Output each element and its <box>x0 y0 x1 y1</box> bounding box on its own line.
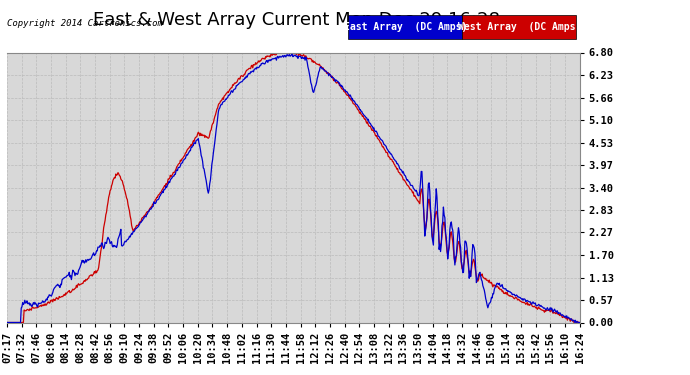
Text: East Array  (DC Amps): East Array (DC Amps) <box>344 22 467 32</box>
Text: East & West Array Current Mon Dec 29 16:28: East & West Array Current Mon Dec 29 16:… <box>93 11 500 29</box>
Text: West Array  (DC Amps): West Array (DC Amps) <box>457 22 581 32</box>
Text: Copyright 2014 Cartronics.com: Copyright 2014 Cartronics.com <box>7 19 163 28</box>
